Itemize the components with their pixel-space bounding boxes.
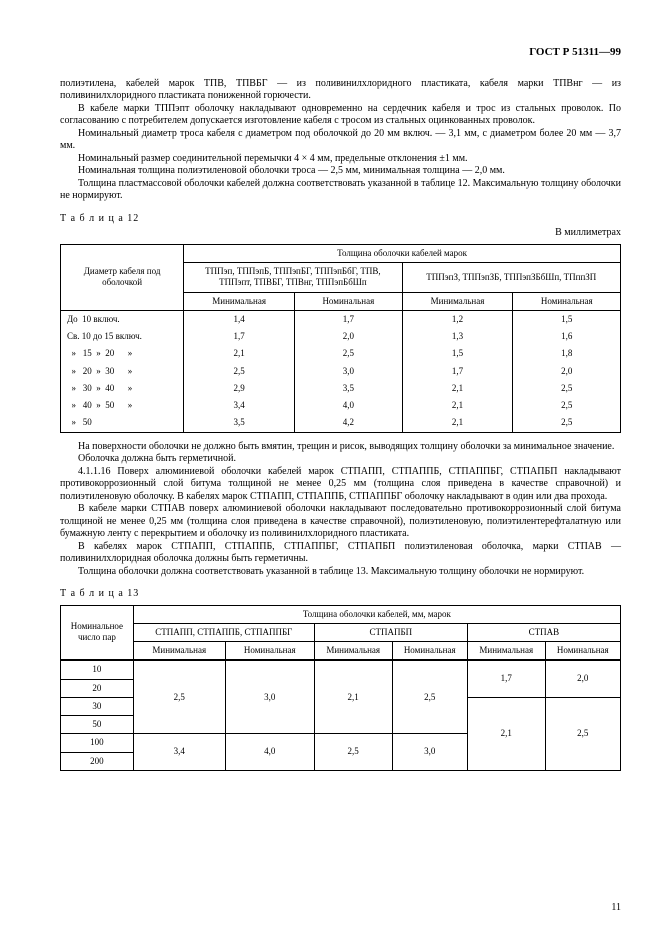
t12-head-group: Толщина оболочки кабелей марок <box>184 244 621 262</box>
t12-cell: 1,3 <box>402 328 513 345</box>
t13-min: Минимальная <box>314 642 392 661</box>
t13-g3: СТПАВ <box>467 623 620 641</box>
t12-cell: 1,7 <box>402 363 513 380</box>
page-number: 11 <box>611 902 621 915</box>
t12-cell: 4,2 <box>295 414 402 432</box>
table13-label: Т а б л и ц а 13 <box>60 588 621 601</box>
table-13: Номинальное число пар Толщина оболочки к… <box>60 605 621 771</box>
para: В кабеле марки ТППэпт оболочку накладыва… <box>60 103 621 128</box>
t12-cell: 3,4 <box>184 397 295 414</box>
t12-cell: 1,5 <box>402 345 513 362</box>
t12-cell: 2,5 <box>513 414 621 432</box>
t13-pair: 30 <box>61 697 134 715</box>
t13-val: 3,0 <box>392 734 467 771</box>
para: полиэтилена, кабелей марок ТПВ, ТПВБГ — … <box>60 78 621 103</box>
t12-cell: » 50 <box>61 414 184 432</box>
t13-val: 3,0 <box>225 660 314 734</box>
t12-cell: Св. 10 до 15 включ. <box>61 328 184 345</box>
t12-cell: 1,7 <box>184 328 295 345</box>
t13-val: 3,4 <box>133 734 225 771</box>
t12-nom: Номинальная <box>513 292 621 310</box>
t13-pair: 20 <box>61 679 134 697</box>
para: В кабеле марки СТПАВ поверх алюминиевой … <box>60 503 621 541</box>
t12-cell: 3,5 <box>184 414 295 432</box>
t13-pair: 200 <box>61 752 134 770</box>
t12-min: Минимальная <box>402 292 513 310</box>
t12-cell: » 40 » 50 » <box>61 397 184 414</box>
t12-cell: 1,4 <box>184 310 295 328</box>
body-block-2: На поверхности оболочки не должно быть в… <box>60 441 621 579</box>
t12-cell: » 15 » 20 » <box>61 345 184 362</box>
t12-cell: 4,0 <box>295 397 402 414</box>
t12-head-g2: ТППэпЗ, ТППэпЗБ, ТППэпЗБбШп, ТПппЗП <box>402 263 620 293</box>
t12-cell: 1,8 <box>513 345 621 362</box>
t13-val: 2,5 <box>314 734 392 771</box>
t13-val: 2,1 <box>314 660 392 734</box>
t13-val: 2,5 <box>545 697 620 770</box>
para: В кабелях марок СТПАПП, СТПАППБ, СТПАППБ… <box>60 541 621 566</box>
t13-min: Минимальная <box>467 642 545 661</box>
t12-cell: 2,5 <box>184 363 295 380</box>
t13-val: 2,5 <box>133 660 225 734</box>
para: Номинальный диаметр троса кабеля с диаме… <box>60 128 621 153</box>
t13-val: 4,0 <box>225 734 314 771</box>
t12-cell: 1,2 <box>402 310 513 328</box>
t12-cell: До 10 включ. <box>61 310 184 328</box>
t13-pair: 100 <box>61 734 134 752</box>
t13-val: 2,1 <box>467 697 545 770</box>
t12-cell: 2,5 <box>513 397 621 414</box>
t12-head-diam: Диаметр кабеля под оболочкой <box>61 244 184 310</box>
t12-cell: 2,1 <box>402 380 513 397</box>
para: На поверхности оболочки не должно быть в… <box>60 441 621 454</box>
t13-g1: СТПАПП, СТПАППБ, СТПАППБГ <box>133 623 314 641</box>
t13-head-pairs: Номинальное число пар <box>61 605 134 660</box>
t12-cell: 2,1 <box>402 397 513 414</box>
t12-cell: 2,0 <box>295 328 402 345</box>
t13-nom: Номинальная <box>545 642 620 661</box>
t13-pair: 50 <box>61 716 134 734</box>
t12-cell: 3,0 <box>295 363 402 380</box>
para: Оболочка должна быть герметичной. <box>60 453 621 466</box>
table12-label: Т а б л и ц а 12 <box>60 213 621 226</box>
para: Номинальный размер соединительной перемы… <box>60 153 621 166</box>
t12-cell: 1,5 <box>513 310 621 328</box>
table12-unit: В миллиметрах <box>60 227 621 240</box>
t13-g2: СТПАПБП <box>314 623 467 641</box>
t12-nom: Номинальная <box>295 292 402 310</box>
t12-cell: 2,5 <box>513 380 621 397</box>
para: 4.1.1.16 Поверх алюминиевой оболочки каб… <box>60 466 621 504</box>
para: Номинальная толщина полиэтиленовой оболо… <box>60 165 621 178</box>
t12-cell: 2,5 <box>295 345 402 362</box>
t12-cell: 2,1 <box>184 345 295 362</box>
t13-pair: 10 <box>61 660 134 679</box>
t12-min: Минимальная <box>184 292 295 310</box>
doc-id: ГОСТ Р 51311—99 <box>60 46 621 60</box>
t12-cell: 3,5 <box>295 380 402 397</box>
t12-cell: 2,0 <box>513 363 621 380</box>
t13-head-group: Толщина оболочки кабелей, мм, марок <box>133 605 620 623</box>
t12-cell: 1,6 <box>513 328 621 345</box>
t13-val: 1,7 <box>467 660 545 697</box>
t12-cell: 1,7 <box>295 310 402 328</box>
body-block-1: полиэтилена, кабелей марок ТПВ, ТПВБГ — … <box>60 78 621 203</box>
para: Толщина оболочки должна соответствовать … <box>60 566 621 579</box>
para: Толщина пластмассовой оболочки кабелей д… <box>60 178 621 203</box>
t13-nom: Номинальная <box>225 642 314 661</box>
t13-val: 2,0 <box>545 660 620 697</box>
t12-cell: » 20 » 30 » <box>61 363 184 380</box>
t13-val: 2,5 <box>392 660 467 734</box>
table-12: Диаметр кабеля под оболочкой Толщина обо… <box>60 244 621 433</box>
t12-cell: » 30 » 40 » <box>61 380 184 397</box>
t13-nom: Номинальная <box>392 642 467 661</box>
t12-cell: 2,1 <box>402 414 513 432</box>
t12-cell: 2,9 <box>184 380 295 397</box>
t13-min: Минимальная <box>133 642 225 661</box>
t12-head-g1: ТППэп, ТППэпБ, ТППэпБГ, ТППэпБбГ, ТПВ, Т… <box>184 263 402 293</box>
